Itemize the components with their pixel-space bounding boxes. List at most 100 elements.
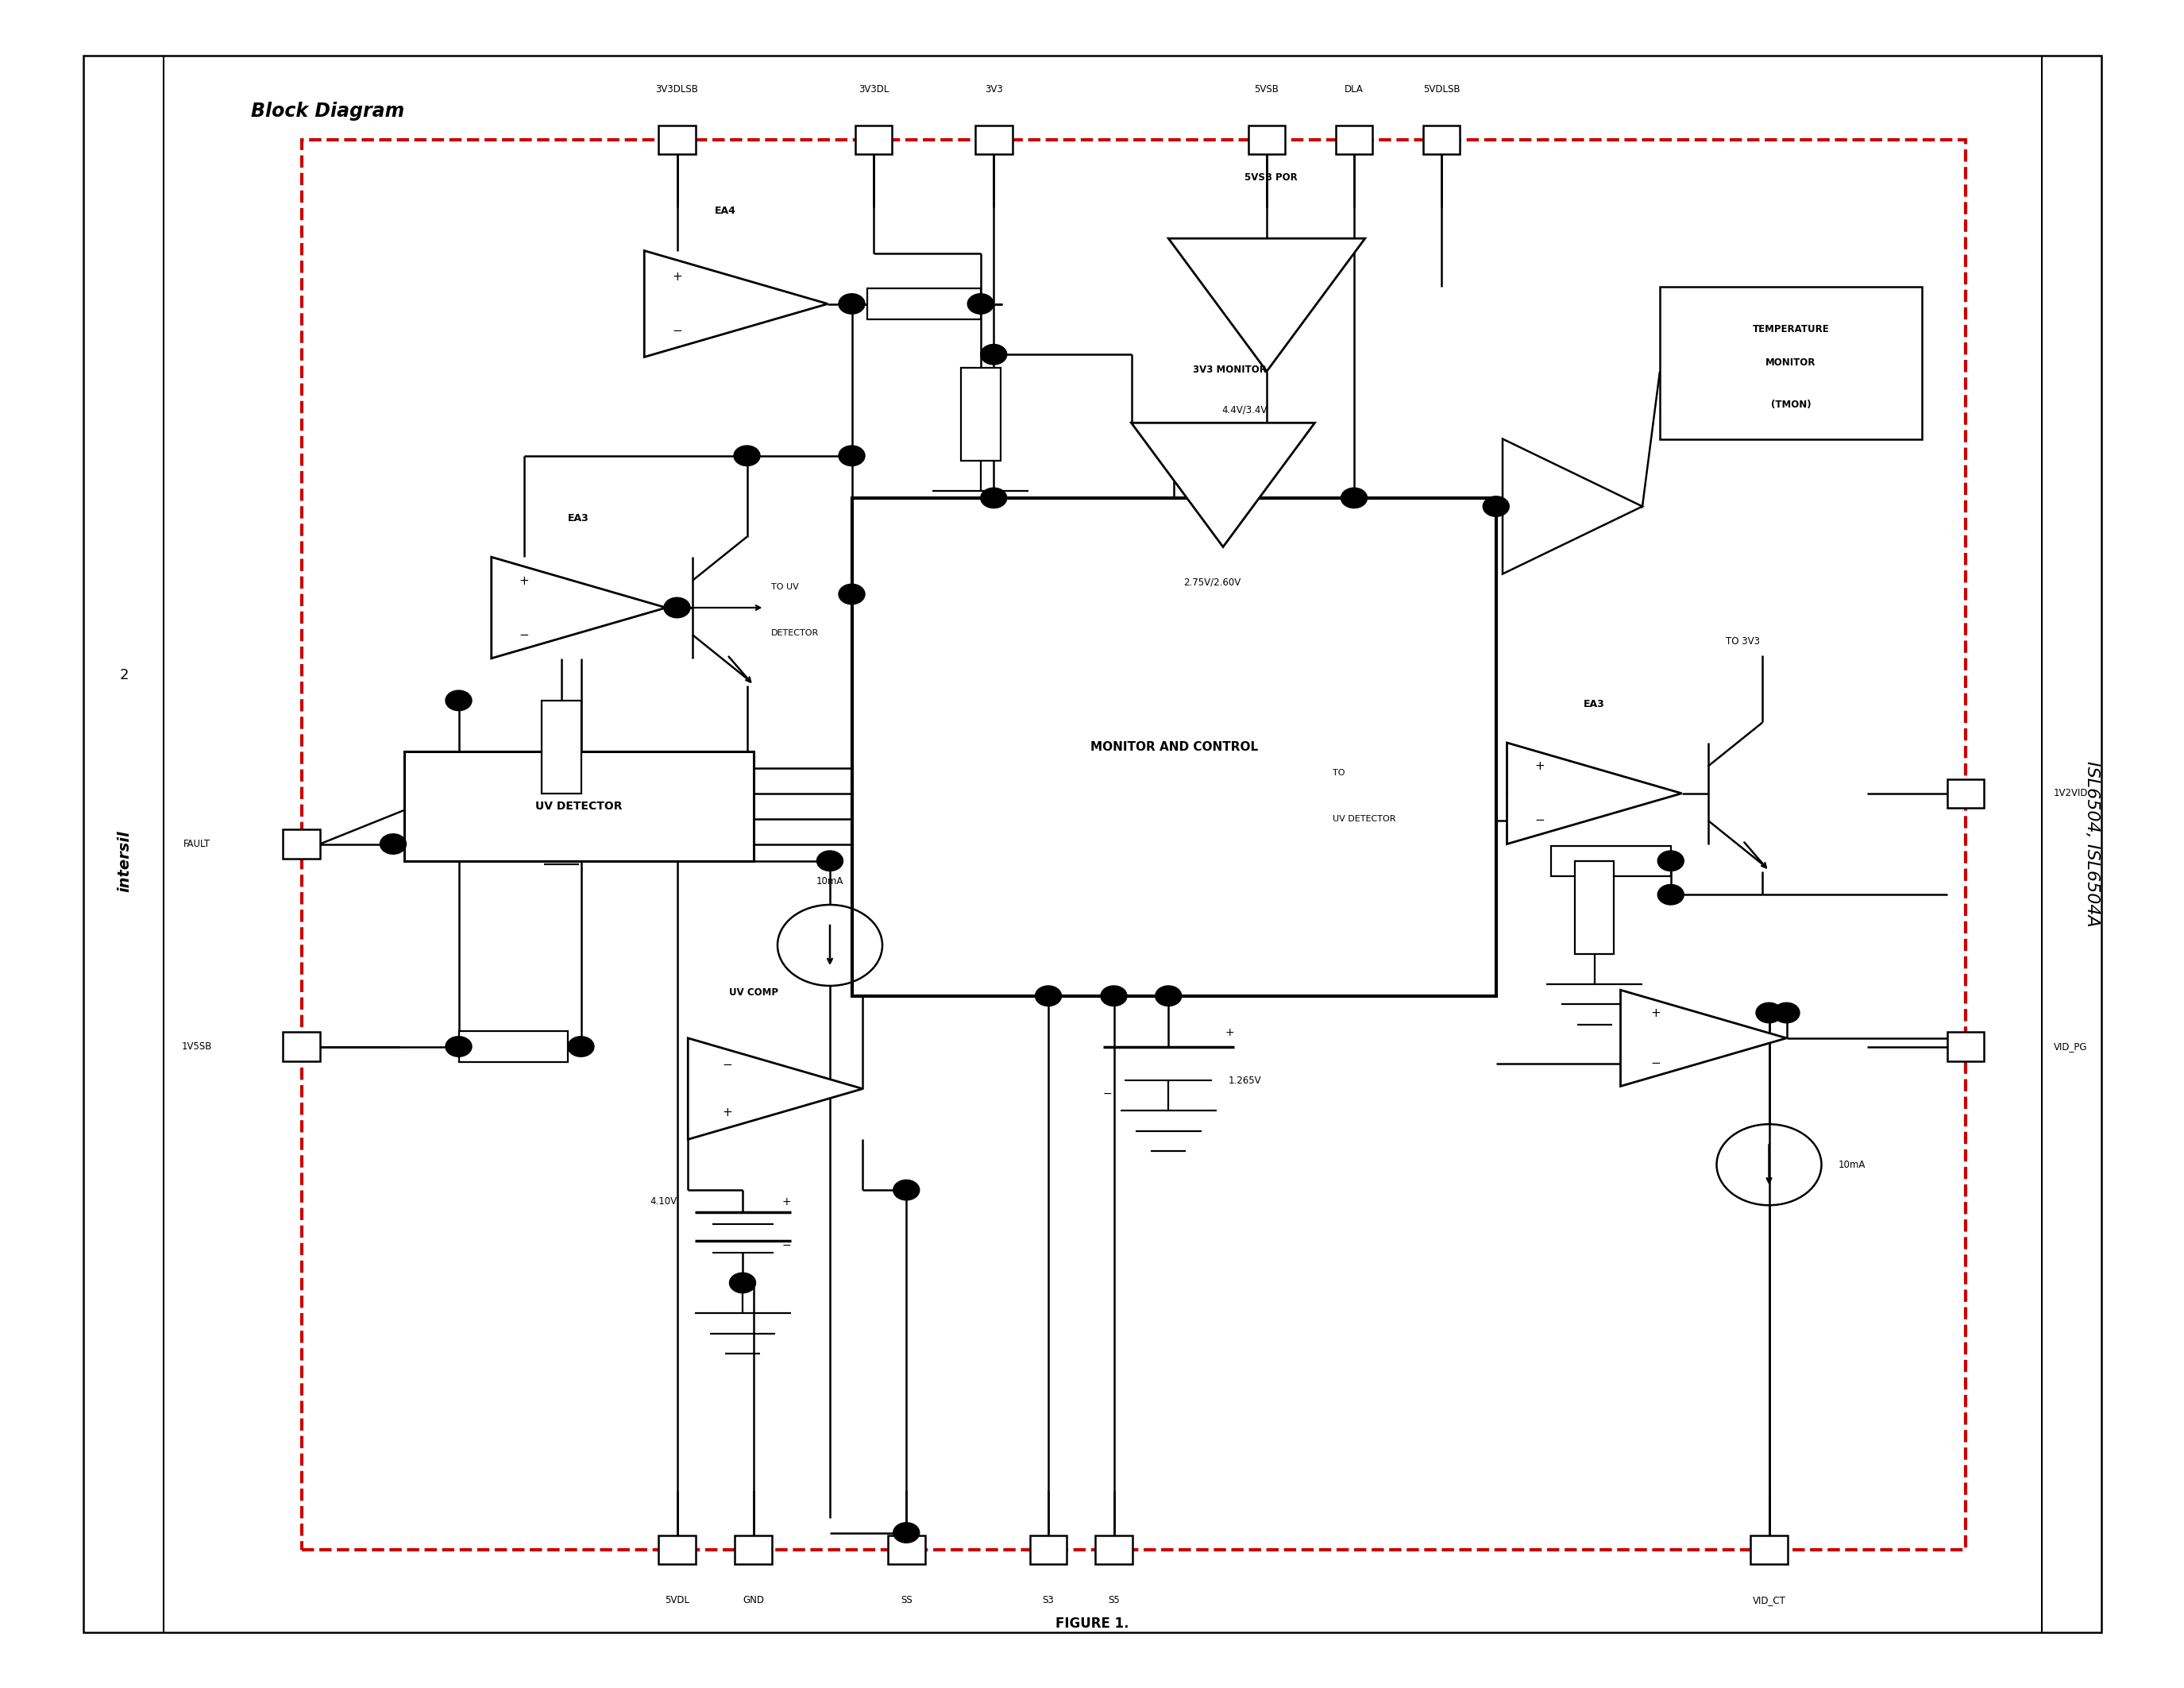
Bar bbox=[734, 1536, 771, 1563]
Bar bbox=[542, 701, 581, 793]
Bar bbox=[301, 140, 1966, 1550]
Bar bbox=[660, 1536, 695, 1563]
Circle shape bbox=[981, 344, 1007, 365]
Circle shape bbox=[1341, 488, 1367, 508]
Bar bbox=[1948, 1031, 1983, 1062]
Text: 3V3 MONITOR: 3V3 MONITOR bbox=[1192, 365, 1267, 375]
Polygon shape bbox=[1507, 743, 1682, 844]
Bar bbox=[867, 289, 981, 319]
Bar bbox=[284, 1031, 321, 1062]
Circle shape bbox=[446, 1036, 472, 1057]
Text: 5VDL: 5VDL bbox=[664, 1595, 690, 1605]
Text: 1V2VID: 1V2VID bbox=[2053, 788, 2088, 798]
Bar bbox=[1575, 861, 1614, 954]
Text: −: − bbox=[723, 1058, 732, 1072]
Circle shape bbox=[817, 851, 843, 871]
Text: Block Diagram: Block Diagram bbox=[251, 101, 404, 122]
Bar bbox=[660, 125, 695, 154]
Text: EA4: EA4 bbox=[714, 206, 736, 216]
Text: UV DETECTOR: UV DETECTOR bbox=[1332, 815, 1396, 822]
Polygon shape bbox=[1621, 989, 1787, 1087]
Circle shape bbox=[893, 1523, 919, 1543]
Circle shape bbox=[380, 834, 406, 854]
Bar bbox=[1752, 1536, 1789, 1563]
Bar bbox=[852, 498, 1496, 996]
Polygon shape bbox=[1168, 238, 1365, 371]
Text: S5: S5 bbox=[1107, 1595, 1120, 1605]
Bar bbox=[1551, 846, 1671, 876]
Text: 3V3DLSB: 3V3DLSB bbox=[655, 84, 699, 95]
Text: 10mA: 10mA bbox=[1839, 1160, 1865, 1170]
Text: FAULT: FAULT bbox=[183, 839, 210, 849]
Text: EA3: EA3 bbox=[1583, 699, 1605, 709]
Text: GND: GND bbox=[743, 1595, 764, 1605]
Bar bbox=[1424, 125, 1461, 154]
Circle shape bbox=[1773, 1003, 1800, 1023]
Text: 5VDLSB: 5VDLSB bbox=[1424, 84, 1459, 95]
Circle shape bbox=[839, 584, 865, 604]
Text: +: + bbox=[1535, 760, 1544, 773]
Circle shape bbox=[729, 1273, 756, 1293]
Circle shape bbox=[981, 488, 1007, 508]
Circle shape bbox=[1658, 885, 1684, 905]
Bar bbox=[854, 125, 891, 154]
Text: 5VSB: 5VSB bbox=[1254, 84, 1280, 95]
Text: S3: S3 bbox=[1042, 1595, 1055, 1605]
Text: TEMPERATURE: TEMPERATURE bbox=[1752, 324, 1830, 334]
Text: UV COMP: UV COMP bbox=[729, 987, 778, 998]
Text: intersil: intersil bbox=[118, 830, 131, 891]
Text: 4.4V/3.4V: 4.4V/3.4V bbox=[1223, 405, 1267, 415]
Text: 10mA: 10mA bbox=[817, 876, 843, 886]
Text: 5VSB POR: 5VSB POR bbox=[1245, 172, 1297, 182]
Text: UV DETECTOR: UV DETECTOR bbox=[535, 800, 622, 812]
Bar bbox=[1096, 1536, 1133, 1563]
Text: 3V3DL: 3V3DL bbox=[858, 84, 889, 95]
Text: VID_PG: VID_PG bbox=[2053, 1041, 2088, 1052]
Text: +: + bbox=[723, 1106, 732, 1119]
Circle shape bbox=[734, 446, 760, 466]
Text: SS: SS bbox=[900, 1595, 913, 1605]
Bar bbox=[974, 125, 1011, 154]
Bar bbox=[1948, 778, 1983, 807]
Text: +: + bbox=[520, 574, 529, 587]
Bar bbox=[404, 751, 753, 861]
Circle shape bbox=[1756, 1003, 1782, 1023]
Bar bbox=[284, 829, 321, 858]
Bar bbox=[1031, 1536, 1066, 1563]
Text: (TMON): (TMON) bbox=[1771, 400, 1811, 410]
Circle shape bbox=[968, 294, 994, 314]
Text: +: + bbox=[1651, 1006, 1660, 1020]
Text: −: − bbox=[520, 628, 529, 641]
Circle shape bbox=[446, 690, 472, 711]
Circle shape bbox=[1483, 496, 1509, 517]
Text: 2: 2 bbox=[120, 668, 129, 682]
Bar bbox=[887, 1536, 926, 1563]
Text: TO UV: TO UV bbox=[771, 584, 799, 591]
Circle shape bbox=[1658, 851, 1684, 871]
Text: −: − bbox=[673, 324, 681, 338]
Text: MONITOR AND CONTROL: MONITOR AND CONTROL bbox=[1090, 741, 1258, 753]
Text: DETECTOR: DETECTOR bbox=[771, 630, 819, 636]
Text: +: + bbox=[782, 1197, 791, 1207]
Bar bbox=[961, 368, 1000, 461]
Circle shape bbox=[1035, 986, 1061, 1006]
Text: −: − bbox=[782, 1241, 791, 1251]
Text: 2.75V/2.60V: 2.75V/2.60V bbox=[1184, 577, 1241, 587]
Polygon shape bbox=[688, 1038, 863, 1139]
Text: 3V3: 3V3 bbox=[985, 84, 1002, 95]
Circle shape bbox=[1101, 986, 1127, 1006]
Text: −: − bbox=[1651, 1057, 1660, 1070]
Text: −: − bbox=[1535, 814, 1544, 827]
Text: 1V5SB: 1V5SB bbox=[181, 1041, 212, 1052]
Polygon shape bbox=[491, 557, 666, 658]
Text: EA3: EA3 bbox=[568, 513, 590, 523]
Circle shape bbox=[839, 446, 865, 466]
Text: 1.265V: 1.265V bbox=[1227, 1075, 1262, 1085]
Text: 4.10V: 4.10V bbox=[651, 1197, 677, 1207]
Polygon shape bbox=[1131, 424, 1315, 547]
Polygon shape bbox=[1503, 439, 1642, 574]
Bar bbox=[1337, 125, 1374, 154]
Text: ISL6504, ISL6504A: ISL6504, ISL6504A bbox=[2084, 761, 2101, 927]
Text: +: + bbox=[673, 270, 681, 284]
Bar bbox=[1660, 287, 1922, 439]
